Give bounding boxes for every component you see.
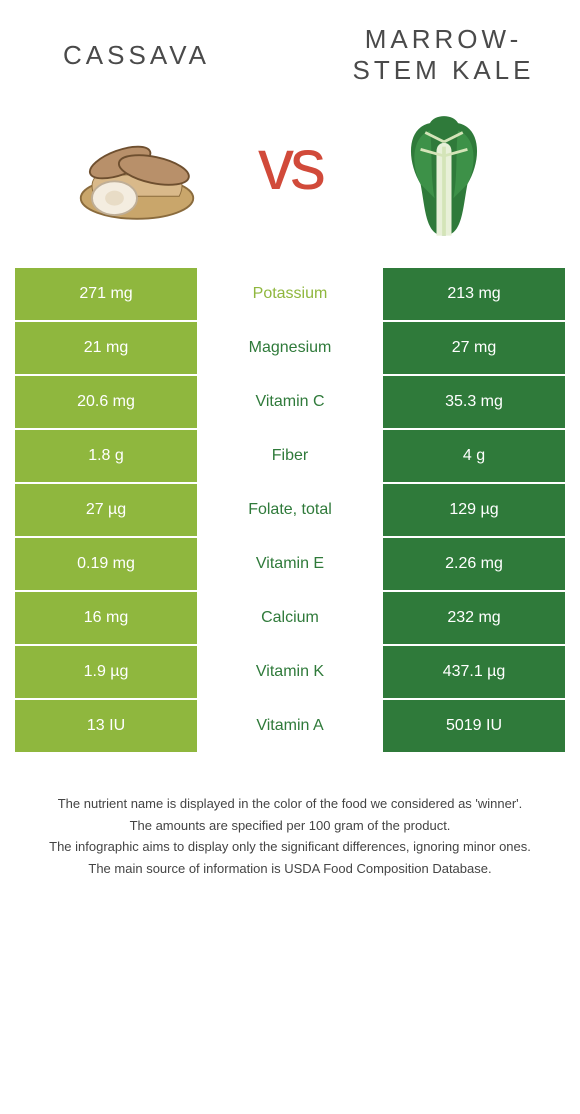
left-value: 20.6 mg [15, 376, 199, 430]
vs-label: vs [258, 64, 322, 206]
nutrient-label: Vitamin K [199, 646, 381, 700]
footnote-line: The amounts are specified per 100 gram o… [21, 816, 559, 836]
left-value: 21 mg [15, 322, 199, 376]
food-left-column: Cassava [15, 20, 258, 250]
left-value: 27 µg [15, 484, 199, 538]
table-row: 1.9 µgVitamin K437.1 µg [15, 646, 565, 700]
right-value: 213 mg [381, 268, 565, 322]
left-value: 16 mg [15, 592, 199, 646]
right-value: 4 g [381, 430, 565, 484]
left-value: 1.9 µg [15, 646, 199, 700]
nutrient-label: Magnesium [199, 322, 381, 376]
nutrient-label: Calcium [199, 592, 381, 646]
nutrient-label: Fiber [199, 430, 381, 484]
table-row: 21 mgMagnesium27 mg [15, 322, 565, 376]
food-left-title: Cassava [63, 20, 210, 90]
left-value: 1.8 g [15, 430, 199, 484]
footnote-line: The nutrient name is displayed in the co… [21, 794, 559, 814]
nutrient-label: Vitamin E [199, 538, 381, 592]
nutrient-label: Potassium [199, 268, 381, 322]
comparison-header: Cassava vs Marrow-stem Kale [15, 20, 565, 250]
table-row: 27 µgFolate, total129 µg [15, 484, 565, 538]
right-value: 27 mg [381, 322, 565, 376]
cassava-image [57, 90, 217, 250]
nutrient-label: Folate, total [199, 484, 381, 538]
nutrient-label: Vitamin C [199, 376, 381, 430]
right-value: 2.26 mg [381, 538, 565, 592]
right-value: 437.1 µg [381, 646, 565, 700]
food-right-column: Marrow-stem Kale [322, 20, 565, 250]
nutrient-label: Vitamin A [199, 700, 381, 754]
right-value: 129 µg [381, 484, 565, 538]
footnote-line: The infographic aims to display only the… [21, 837, 559, 857]
table-row: 271 mgPotassium213 mg [15, 268, 565, 322]
table-row: 13 IUVitamin A5019 IU [15, 700, 565, 754]
food-right-title: Marrow-stem Kale [322, 20, 565, 90]
kale-image [364, 90, 524, 250]
right-value: 232 mg [381, 592, 565, 646]
right-value: 5019 IU [381, 700, 565, 754]
left-value: 271 mg [15, 268, 199, 322]
table-row: 20.6 mgVitamin C35.3 mg [15, 376, 565, 430]
table-row: 1.8 gFiber4 g [15, 430, 565, 484]
right-value: 35.3 mg [381, 376, 565, 430]
table-row: 0.19 mgVitamin E2.26 mg [15, 538, 565, 592]
left-value: 13 IU [15, 700, 199, 754]
nutrient-table: 271 mgPotassium213 mg21 mgMagnesium27 mg… [15, 268, 565, 754]
footnotes: The nutrient name is displayed in the co… [15, 794, 565, 878]
table-row: 16 mgCalcium232 mg [15, 592, 565, 646]
left-value: 0.19 mg [15, 538, 199, 592]
footnote-line: The main source of information is USDA F… [21, 859, 559, 879]
